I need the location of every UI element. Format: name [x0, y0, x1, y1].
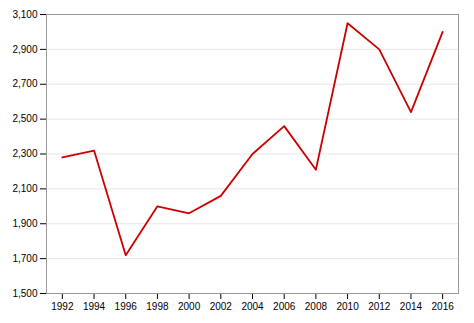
- svg-text:2002: 2002: [210, 301, 233, 312]
- svg-text:1998: 1998: [146, 301, 169, 312]
- svg-text:2016: 2016: [432, 301, 455, 312]
- svg-text:1,900: 1,900: [12, 218, 37, 229]
- svg-text:2006: 2006: [273, 301, 296, 312]
- svg-text:1,700: 1,700: [12, 253, 37, 264]
- svg-text:2,900: 2,900: [12, 44, 37, 55]
- svg-text:2,700: 2,700: [12, 78, 37, 89]
- svg-text:2000: 2000: [178, 301, 201, 312]
- svg-text:1,500: 1,500: [12, 288, 37, 299]
- svg-text:2,100: 2,100: [12, 183, 37, 194]
- svg-text:2012: 2012: [368, 301, 391, 312]
- svg-text:3,100: 3,100: [12, 9, 37, 20]
- svg-text:2,300: 2,300: [12, 148, 37, 159]
- svg-text:2,500: 2,500: [12, 113, 37, 124]
- svg-text:2008: 2008: [305, 301, 328, 312]
- svg-text:2014: 2014: [400, 301, 423, 312]
- svg-text:1992: 1992: [51, 301, 74, 312]
- svg-text:2010: 2010: [336, 301, 359, 312]
- svg-text:2004: 2004: [241, 301, 264, 312]
- svg-text:1994: 1994: [83, 301, 106, 312]
- svg-text:1996: 1996: [115, 301, 138, 312]
